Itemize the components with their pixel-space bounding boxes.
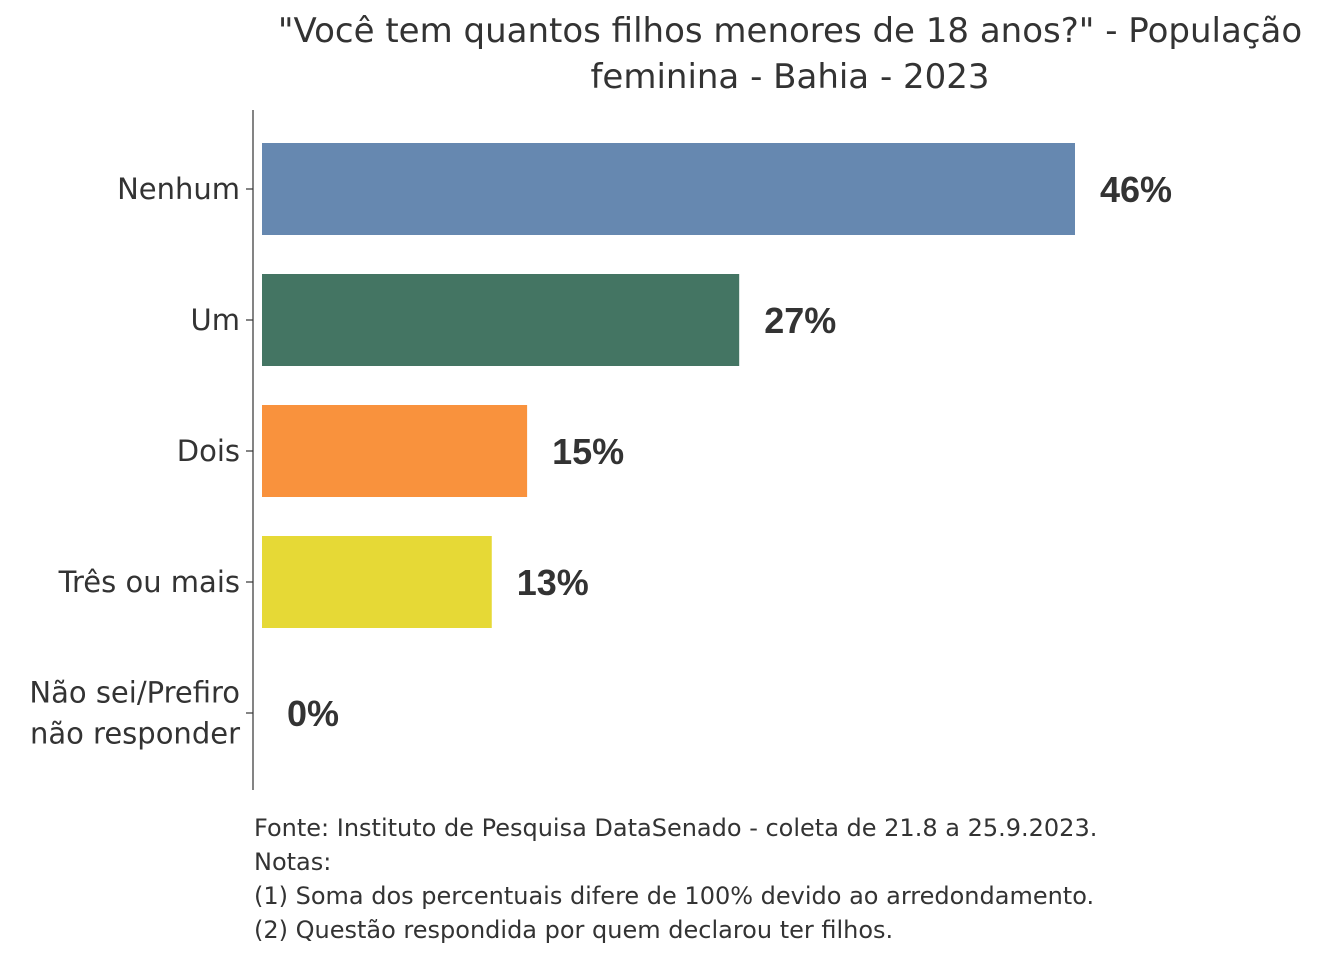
- category-label: Não sei/Prefiro: [29, 676, 240, 710]
- bar: [262, 143, 1075, 235]
- bar: [262, 536, 492, 628]
- value-labels: 46% 27% 15% 13% 0%: [287, 169, 1172, 734]
- bars: [262, 143, 1075, 628]
- footnotes: Fonte: Instituto de Pesquisa DataSenado …: [254, 814, 1097, 944]
- value-label: 27%: [764, 300, 836, 341]
- category-label: não responder: [30, 717, 240, 751]
- footnote-line: (1) Soma dos percentuais difere de 100% …: [254, 882, 1094, 910]
- chart-title-line-1: "Você tem quantos filhos menores de 18 a…: [278, 11, 1302, 51]
- category-label: Nenhum: [117, 172, 240, 206]
- footnote-line: (2) Questão respondida por quem declarou…: [254, 916, 893, 944]
- value-label: 15%: [552, 431, 624, 472]
- footnote-line: Fonte: Instituto de Pesquisa DataSenado …: [254, 814, 1097, 842]
- value-label: 0%: [287, 693, 339, 734]
- value-label: 13%: [517, 562, 589, 603]
- category-label: Um: [191, 303, 240, 337]
- category-label: Dois: [177, 434, 240, 468]
- chart-title: "Você tem quantos filhos menores de 18 a…: [278, 11, 1302, 97]
- y-axis-ticks: [246, 188, 253, 714]
- category-labels: Nenhum Um Dois Três ou mais Não sei/Prefiro n…: [29, 172, 240, 751]
- bar: [262, 274, 740, 366]
- footnote-line: Notas:: [254, 848, 331, 876]
- category-label: Três ou mais: [58, 565, 240, 599]
- bar: [262, 405, 528, 497]
- value-label: 46%: [1100, 169, 1172, 210]
- chart-title-line-2: feminina - Bahia - 2023: [590, 57, 989, 97]
